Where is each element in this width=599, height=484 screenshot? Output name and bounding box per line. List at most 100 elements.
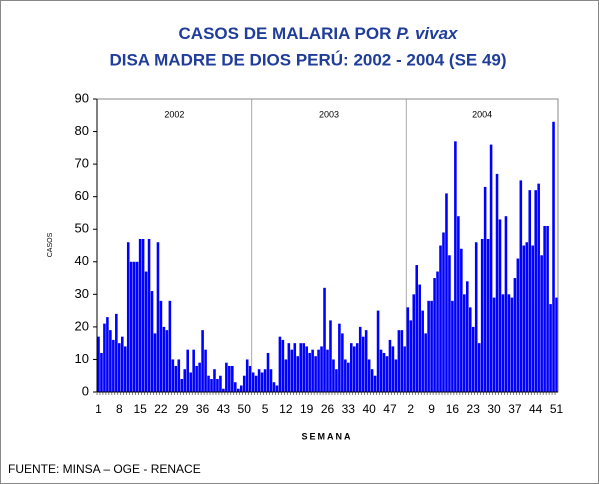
bar (225, 362, 228, 392)
bar (421, 310, 424, 392)
chart-subtitle: DISA MADRE DE DIOS PERÚ: 2002 - 2004 (SE… (109, 50, 506, 69)
y-tick-label: 20 (75, 318, 89, 333)
bar (120, 336, 124, 392)
bar (242, 375, 246, 392)
bar (350, 343, 353, 392)
bar (147, 238, 151, 392)
bar (474, 242, 478, 392)
bar (126, 242, 130, 392)
bar (308, 352, 311, 392)
bar (329, 320, 332, 392)
bar (379, 349, 383, 392)
bar (320, 346, 323, 392)
bar (311, 349, 314, 392)
bar (326, 349, 329, 392)
y-tick-label: 10 (75, 351, 89, 366)
bar (495, 173, 499, 392)
x-tick-label: 23 (467, 402, 481, 416)
bar (314, 356, 317, 392)
bar (519, 180, 523, 392)
bar (424, 333, 427, 392)
bar (171, 359, 175, 392)
bar (489, 144, 493, 392)
x-tick-label: 8 (116, 402, 123, 416)
bar (397, 330, 401, 392)
bar (97, 336, 100, 392)
bar (317, 349, 320, 392)
x-tick-label: 43 (217, 402, 231, 416)
x-tick-label: 40 (362, 402, 376, 416)
group-label: 2003 (319, 109, 339, 119)
bar (236, 388, 240, 392)
bar (150, 291, 154, 392)
bar (198, 362, 201, 392)
bar (436, 271, 439, 392)
bar (358, 326, 362, 392)
bar (156, 242, 160, 392)
bar (400, 330, 404, 392)
x-tick-label: 2 (407, 402, 414, 416)
bar (263, 369, 267, 392)
x-tick-label: 15 (133, 402, 147, 416)
bar (180, 378, 184, 392)
bar (177, 359, 181, 392)
bar (153, 333, 157, 392)
x-tick-label: 47 (383, 402, 397, 416)
bar (207, 375, 210, 392)
bar (129, 261, 133, 392)
bar (234, 382, 237, 392)
bar (525, 242, 529, 392)
bar (549, 304, 552, 392)
bar (522, 245, 526, 392)
bar (463, 294, 466, 392)
y-tick-label: 60 (75, 188, 89, 203)
bar (534, 190, 537, 392)
bar (245, 359, 249, 392)
bar (370, 369, 374, 392)
x-tick-label: 26 (321, 402, 335, 416)
bar (385, 356, 389, 392)
group-label: 2004 (472, 109, 492, 119)
y-tick-label: 80 (75, 123, 89, 138)
bar (516, 258, 520, 392)
x-tick-label: 12 (279, 402, 293, 416)
bar (109, 330, 112, 392)
bar (543, 225, 546, 392)
bar (341, 333, 344, 392)
bar (287, 343, 291, 392)
y-tick-label: 30 (75, 286, 89, 301)
bar (335, 369, 338, 392)
bar (141, 238, 145, 392)
bar (201, 330, 204, 392)
bar (540, 255, 543, 392)
bar (284, 359, 288, 392)
bar (239, 385, 243, 392)
x-tick-label: 29 (175, 402, 189, 416)
x-tick-label: 33 (342, 402, 356, 416)
x-tick-label: 36 (196, 402, 210, 416)
bar (293, 343, 297, 392)
bar (382, 352, 386, 392)
source: FUENTE: MINSA – OGE - RENACE (8, 462, 201, 476)
x-tick-label: 50 (238, 402, 252, 416)
y-axis-label: CASOS (47, 232, 54, 257)
bar (195, 365, 198, 392)
bar (183, 369, 187, 392)
bar (266, 352, 270, 392)
bar (112, 339, 115, 392)
bar (231, 365, 234, 392)
y-tick-label: 40 (75, 253, 89, 268)
bar (272, 382, 276, 392)
bar (228, 365, 231, 392)
bar (144, 271, 148, 392)
bar (302, 343, 305, 392)
bar (278, 336, 282, 392)
bar (498, 219, 502, 392)
bar (427, 300, 430, 392)
bar (361, 336, 365, 392)
bar (123, 346, 127, 392)
bar (219, 375, 222, 392)
bar (442, 232, 445, 392)
bar (269, 369, 273, 392)
